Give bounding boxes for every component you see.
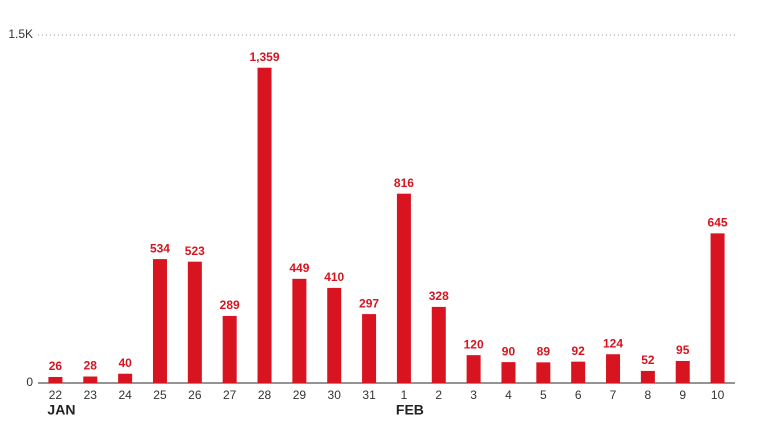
value-label: 90 xyxy=(502,344,516,358)
value-label: 449 xyxy=(289,261,309,275)
value-label: 26 xyxy=(49,359,63,373)
value-label: 645 xyxy=(708,216,728,230)
bar xyxy=(83,376,98,383)
x-tick-label: 8 xyxy=(645,388,652,402)
value-label: 410 xyxy=(324,270,344,284)
value-label: 1,359 xyxy=(250,50,280,64)
bar xyxy=(118,373,133,383)
y-tick-label: 0 xyxy=(26,375,33,389)
bar xyxy=(327,287,342,383)
x-tick-label: 31 xyxy=(362,388,376,402)
bar xyxy=(48,376,63,383)
x-tick-label: 29 xyxy=(293,388,307,402)
value-label: 297 xyxy=(359,296,379,310)
x-tick-label: 2 xyxy=(435,388,442,402)
x-tick-label: 25 xyxy=(153,388,167,402)
x-tick-label: 4 xyxy=(505,388,512,402)
value-label: 89 xyxy=(537,345,551,359)
value-label: 120 xyxy=(464,337,484,351)
x-tick-label: 24 xyxy=(118,388,132,402)
bar xyxy=(466,355,481,383)
x-tick-label: 26 xyxy=(188,388,202,402)
value-label: 534 xyxy=(150,241,170,255)
month-label: JAN xyxy=(47,402,75,418)
value-label: 40 xyxy=(118,356,132,370)
bar xyxy=(431,306,446,383)
value-label: 95 xyxy=(676,343,690,357)
bar xyxy=(396,193,411,383)
value-label: 328 xyxy=(429,289,449,303)
x-tick-label: 27 xyxy=(223,388,237,402)
x-tick-label: 28 xyxy=(258,388,272,402)
x-tick-label: 10 xyxy=(711,388,725,402)
value-label: 289 xyxy=(220,298,240,312)
bar xyxy=(222,315,237,383)
y-tick-label: 1.5K xyxy=(8,27,33,41)
bar xyxy=(571,361,586,383)
bar xyxy=(536,362,551,383)
value-label: 523 xyxy=(185,244,205,258)
x-tick-label: 1 xyxy=(401,388,408,402)
value-label: 816 xyxy=(394,176,414,190)
month-label: FEB xyxy=(396,402,424,418)
bar xyxy=(152,259,167,383)
value-label: 92 xyxy=(571,344,585,358)
x-tick-label: 7 xyxy=(610,388,617,402)
bar xyxy=(640,370,655,383)
bar xyxy=(362,314,377,383)
x-tick-label: 6 xyxy=(575,388,582,402)
x-tick-label: 3 xyxy=(470,388,477,402)
bar xyxy=(606,354,621,383)
value-label: 28 xyxy=(84,359,98,373)
bar xyxy=(292,278,307,383)
x-tick-label: 9 xyxy=(679,388,686,402)
x-tick-label: 30 xyxy=(328,388,342,402)
bar xyxy=(257,67,272,383)
bar xyxy=(187,261,202,383)
x-tick-label: 23 xyxy=(84,388,98,402)
bar xyxy=(501,362,516,383)
value-label: 124 xyxy=(603,336,623,350)
bar xyxy=(710,233,725,383)
x-tick-label: 22 xyxy=(49,388,63,402)
value-label: 52 xyxy=(641,353,655,367)
bar xyxy=(675,360,690,383)
x-tick-label: 5 xyxy=(540,388,547,402)
